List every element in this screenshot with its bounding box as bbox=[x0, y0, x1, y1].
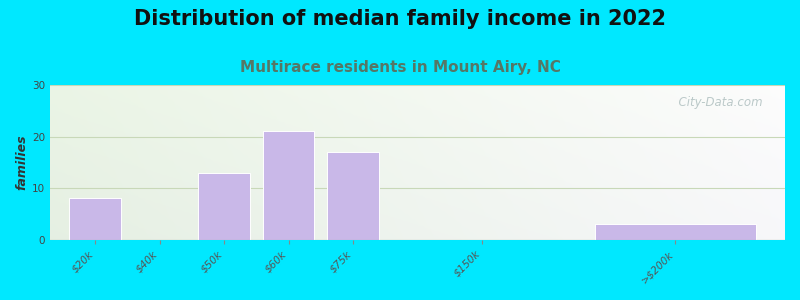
Y-axis label: families: families bbox=[15, 135, 28, 190]
Text: City-Data.com: City-Data.com bbox=[671, 96, 763, 109]
Bar bbox=[263, 131, 314, 240]
Bar bbox=[198, 173, 250, 240]
Bar bbox=[595, 224, 756, 240]
Bar bbox=[327, 152, 379, 240]
Text: Multirace residents in Mount Airy, NC: Multirace residents in Mount Airy, NC bbox=[239, 60, 561, 75]
Text: Distribution of median family income in 2022: Distribution of median family income in … bbox=[134, 9, 666, 29]
Bar bbox=[70, 199, 121, 240]
